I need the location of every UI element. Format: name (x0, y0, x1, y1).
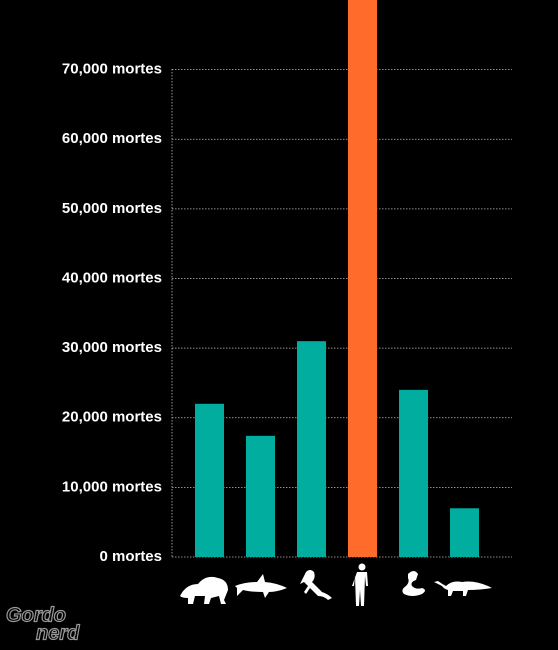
y-tick-label: 20,000 mortes (62, 409, 162, 426)
bar (195, 403, 224, 557)
watermark-line-1: Gordo (6, 604, 66, 626)
bar (348, 0, 377, 557)
bar (399, 389, 428, 557)
y-tick-label: 30,000 mortes (62, 339, 162, 356)
lion-icon (180, 576, 228, 604)
bar (450, 508, 479, 557)
crocodile-icon (434, 581, 492, 596)
y-tick-label: 60,000 mortes (62, 130, 162, 147)
bar (297, 341, 326, 557)
snake-icon (402, 571, 425, 596)
bar (246, 435, 275, 557)
y-tick-label: 50,000 mortes (62, 200, 162, 217)
y-tick-label: 40,000 mortes (62, 269, 162, 286)
scorpion-icon (300, 570, 332, 600)
human-icon (352, 563, 368, 606)
watermark-line-2: nerd (36, 622, 80, 644)
y-tick-label: 10,000 mortes (62, 478, 162, 495)
shark-icon (235, 574, 287, 598)
category-icons (180, 563, 492, 606)
y-tick-label: 70,000 mortes (62, 61, 162, 78)
y-tick-label: 0 mortes (99, 548, 162, 565)
